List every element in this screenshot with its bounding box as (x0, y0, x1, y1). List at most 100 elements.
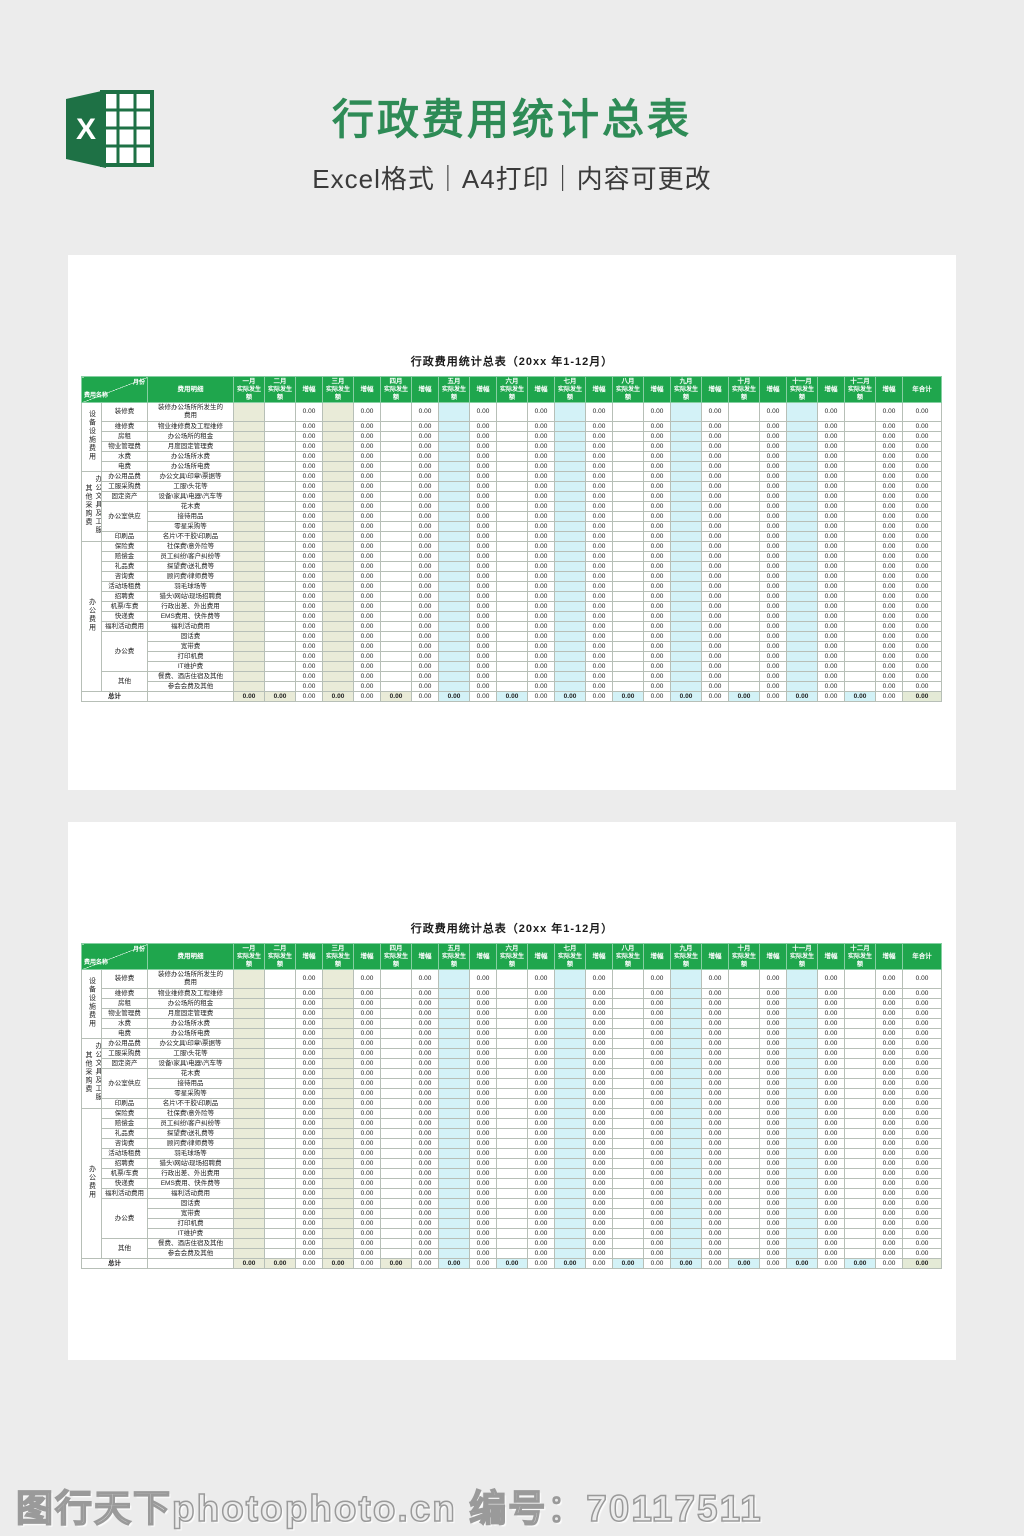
month-cell (728, 1208, 760, 1219)
month-cell (844, 1238, 876, 1249)
table-row: 办公文具及工服其他采购费 办公用品费 办公文具\印章\票据等 0.00 0.00 0.00… (81, 1038, 942, 1109)
month-cell: 0.00 (233, 691, 265, 702)
increase-cell: 0.00 (643, 1048, 671, 1059)
month-amount-label: 实际发生额 (325, 387, 350, 401)
month-cell (844, 641, 876, 652)
month-cell (264, 1128, 296, 1139)
increase-cell: 0.00 (469, 1148, 497, 1159)
increase-cell: 0.00 (875, 1248, 903, 1259)
month-cell (322, 491, 354, 502)
month-cell (670, 1068, 702, 1079)
increase-cell: 0.00 (295, 1178, 323, 1189)
month-cell (728, 1048, 760, 1059)
month-cell (670, 1198, 702, 1209)
table-row: 打印机费 0.00 0.00 0.00 0.00 0.00 0.00 0.00 0.00 0.00… (82, 1218, 942, 1229)
increase-cell: 0.00 (411, 1248, 439, 1259)
month-cell (670, 561, 702, 572)
increase-cell: 0.00 (875, 1168, 903, 1179)
month-cell (612, 1248, 644, 1259)
month-cell (728, 651, 760, 662)
month-cell (728, 551, 760, 562)
month-cell (554, 1168, 586, 1179)
month-cell (438, 531, 470, 542)
table-row: 快递费 EMS费用、快件费等 0.00 0.00 0.00 0.00 0.00 0.00 0.0… (82, 611, 942, 622)
month-cell (496, 1228, 528, 1239)
month-cell (438, 631, 470, 642)
table-row: 办公室供应 花木费 0.00 0.00 0.00 0.00 0.00 0.00 0.00 0.00… (82, 501, 942, 532)
increase-cell: 0.00 (353, 691, 381, 702)
month-cell (322, 1088, 354, 1099)
increase-cell: 0.00 (817, 1188, 845, 1199)
month-cell (670, 621, 702, 632)
increase-cell: 0.00 (585, 1188, 613, 1199)
increase-cell: 0.00 (411, 671, 439, 682)
year-total-cell: 0.00 (902, 541, 942, 552)
month-cell (844, 1088, 876, 1099)
increase-cell: 0.00 (817, 988, 845, 999)
desc-cell: 羽毛球场等 (147, 1148, 234, 1159)
increase-cell: 0.00 (759, 501, 787, 512)
increase-cell: 0.00 (585, 561, 613, 572)
month-cell (438, 1148, 470, 1159)
month-header: 八月 实际发生额 (612, 376, 644, 403)
month-header: 十月 实际发生额 (728, 376, 760, 403)
month-cell (844, 681, 876, 692)
increase-header: 增幅 (295, 376, 323, 403)
month-cell (264, 1098, 296, 1109)
month-cell (612, 1018, 644, 1029)
increase-cell: 0.00 (295, 1098, 323, 1109)
desc-cell: 福利活动费用 (147, 621, 234, 632)
increase-cell: 0.00 (585, 1158, 613, 1169)
increase-cell: 0.00 (469, 481, 497, 492)
month-cell (438, 641, 470, 652)
month-cell (496, 1218, 528, 1229)
month-cell (322, 1158, 354, 1169)
desc-cell: EMS费用、快件费等 (147, 1178, 234, 1189)
increase-cell: 0.00 (295, 491, 323, 502)
item-label: 招聘费 (101, 1158, 148, 1169)
desc-cell: 固话费 (147, 631, 234, 642)
month-cell (670, 969, 702, 989)
increase-cell: 0.00 (411, 691, 439, 702)
increase-cell: 0.00 (585, 1218, 613, 1229)
increase-cell: 0.00 (469, 1138, 497, 1149)
year-total-header: 年合计 (902, 943, 942, 970)
increase-cell: 0.00 (295, 541, 323, 552)
month-cell (322, 1008, 354, 1019)
increase-cell: 0.00 (759, 531, 787, 542)
month-cell (612, 998, 644, 1009)
increase-cell: 0.00 (353, 1258, 381, 1269)
month-cell (264, 1228, 296, 1239)
detail-header: 费用明细 (147, 376, 234, 403)
increase-cell: 0.00 (295, 1258, 323, 1269)
increase-cell: 0.00 (295, 431, 323, 442)
increase-cell: 0.00 (585, 451, 613, 462)
increase-cell: 0.00 (875, 1048, 903, 1059)
increase-cell: 0.00 (469, 1158, 497, 1169)
table-row: 礼品费 探望费\送礼费等 0.00 0.00 0.00 0.00 0.00 0.00 0.00 0… (82, 561, 942, 572)
increase-cell: 0.00 (875, 631, 903, 642)
increase-cell: 0.00 (295, 581, 323, 592)
increase-cell: 0.00 (527, 501, 555, 512)
increase-cell: 0.00 (759, 551, 787, 562)
increase-cell: 0.00 (817, 1238, 845, 1249)
year-total-cell: 0.00 (902, 988, 942, 999)
month-cell (670, 491, 702, 502)
increase-cell: 0.00 (817, 491, 845, 502)
month-cell (322, 611, 354, 622)
month-cell (322, 1248, 354, 1259)
increase-cell: 0.00 (527, 461, 555, 472)
item-label: 福利活动费用 (101, 1188, 148, 1199)
month-cell (844, 621, 876, 632)
increase-cell: 0.00 (701, 1018, 729, 1029)
month-cell (438, 998, 470, 1009)
increase-header: 增幅 (295, 943, 323, 970)
increase-cell: 0.00 (759, 591, 787, 602)
desc-cell: 福利活动费用 (147, 1188, 234, 1199)
month-cell (612, 1098, 644, 1109)
increase-cell: 0.00 (411, 1018, 439, 1029)
increase-cell: 0.00 (585, 1148, 613, 1159)
table-row: 工服采购费 工服\头花等 0.00 0.00 0.00 0.00 0.00 0.00 0.00 0… (82, 1048, 942, 1059)
month-cell (233, 1088, 265, 1099)
month-cell (728, 601, 760, 612)
